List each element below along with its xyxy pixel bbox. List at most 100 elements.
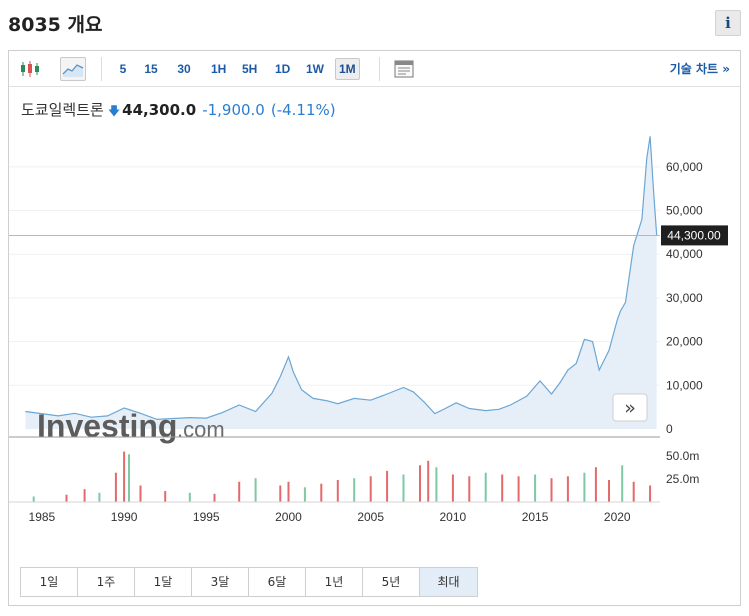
chart-grid — [9, 166, 660, 386]
volume-bar — [534, 474, 537, 502]
range-5y-button[interactable]: 5년 — [363, 568, 420, 596]
watermark-brand: Investing — [37, 408, 177, 444]
toolbar-divider — [379, 57, 380, 81]
price-change: -1,900.0 — [202, 101, 265, 119]
price-tick-label: 40,000 — [666, 247, 703, 261]
volume-axis: 50.0m 25.0m — [666, 449, 699, 486]
year-tick-label: 2005 — [357, 510, 384, 524]
area-chart-icon[interactable] — [60, 57, 86, 81]
volume-bar — [608, 480, 610, 502]
range-6m-button[interactable]: 6달 — [249, 568, 306, 596]
price-tick-label: 10,000 — [666, 378, 703, 392]
page-title: 8035 개요 — [8, 14, 103, 36]
down-arrow-icon: 🡇 — [107, 104, 121, 118]
range-selector: 1일 1주 1달 3달 6달 1년 5년 최대 — [20, 567, 478, 597]
volume-bar — [517, 476, 520, 502]
volume-bar — [254, 478, 257, 502]
interval-1d[interactable]: 1D — [275, 62, 291, 76]
interval-1h[interactable]: 1H — [211, 62, 227, 76]
price-axis: 60,000 50,000 40,000 30,000 20,000 10,000 0 — [666, 160, 703, 436]
volume-bar — [213, 493, 216, 503]
year-tick-label: 2000 — [275, 510, 302, 524]
volume-bar — [386, 470, 389, 502]
info-icon[interactable]: i — [715, 10, 741, 36]
volume-bar — [468, 476, 471, 502]
volume-bar — [353, 478, 356, 502]
year-tick-label: 2010 — [440, 510, 467, 524]
volume-bar — [303, 487, 306, 502]
volume-bar — [435, 467, 438, 502]
volume-bar — [369, 476, 372, 502]
volume-bar — [451, 474, 454, 502]
range-1y-button[interactable]: 1년 — [306, 568, 363, 596]
volume-tick-label: 25.0m — [666, 472, 699, 486]
current-price-text: 44,300.00 — [667, 228, 721, 242]
volume-bar — [32, 496, 35, 502]
volume-bar — [188, 492, 191, 502]
price-tick-label: 0 — [666, 422, 673, 436]
volume-bar — [649, 485, 652, 502]
interval-1m[interactable]: 1M — [335, 58, 360, 80]
range-3m-button[interactable]: 3달 — [192, 568, 249, 596]
volume-bar — [65, 494, 68, 502]
year-tick-label: 2015 — [522, 510, 549, 524]
chart-toolbar: 5 15 30 1H 5H 1D 1W 1M 기술 차트 » — [9, 51, 740, 87]
price-tick-label: 50,000 — [666, 204, 703, 218]
chart-settings-icon[interactable] — [391, 57, 417, 81]
price-tick-label: 30,000 — [666, 291, 703, 305]
volume-bar — [279, 485, 282, 502]
last-price: 44,300.0 — [122, 101, 197, 119]
volume-bar — [123, 451, 126, 502]
range-1m-button[interactable]: 1달 — [135, 568, 192, 596]
toolbar-divider — [101, 57, 102, 81]
watermark-suffix: .com — [177, 417, 225, 442]
year-tick-label: 1995 — [193, 510, 220, 524]
price-tick-label: 20,000 — [666, 335, 703, 349]
volume-bar — [427, 460, 430, 503]
year-tick-label: 1990 — [111, 510, 138, 524]
interval-5[interactable]: 5 — [119, 62, 127, 76]
volume-bar — [83, 489, 86, 502]
range-1d-button[interactable]: 1일 — [21, 568, 78, 596]
interval-1w[interactable]: 1W — [306, 62, 324, 76]
investing-watermark: Investing .com — [37, 408, 225, 444]
interval-30[interactable]: 30 — [177, 62, 191, 76]
volume-bar — [402, 474, 405, 502]
time-axis: 1985 1990 1995 2000 2005 2010 2015 2020 — [29, 510, 631, 524]
price-area-fill — [25, 136, 657, 430]
current-price-label: 44,300.00 — [661, 225, 728, 246]
volume-bar — [139, 485, 142, 502]
instrument-name: 도쿄일렉트론 — [21, 101, 104, 119]
volume-bar — [98, 492, 101, 502]
price-change-percent: (-4.11%) — [270, 101, 336, 119]
volume-bar — [484, 472, 487, 502]
volume-bar — [320, 483, 323, 502]
range-max-button[interactable]: 최대 — [420, 568, 477, 596]
range-1w-button[interactable]: 1주 — [78, 568, 135, 596]
chart-widget: 5 15 30 1H 5H 1D 1W 1M 기술 차트 » 도쿄일렉트론 🡇 44… — [8, 50, 741, 606]
volume-bar — [238, 481, 241, 502]
technical-chart-link[interactable]: 기술 차트 » — [669, 62, 730, 76]
quote-line: 도쿄일렉트론 🡇 44,300.0 -1,900.0 (-4.11%) — [21, 99, 336, 123]
volume-bar — [632, 481, 635, 502]
volume-bar — [128, 454, 130, 502]
price-line — [25, 136, 658, 421]
volume-bar — [336, 480, 339, 502]
price-chart[interactable]: Investing .com 60,000 50,000 40,000 30,000 2… — [9, 131, 740, 526]
volume-bar — [566, 476, 569, 502]
price-tick-label: 60,000 — [666, 160, 703, 174]
volume-bar — [550, 478, 553, 502]
volume-bar — [583, 472, 586, 502]
chevron-double-right-icon: » — [624, 397, 636, 419]
volume-bar — [621, 465, 624, 502]
interval-15[interactable]: 15 — [144, 62, 158, 76]
volume-bar — [287, 481, 290, 502]
candlestick-icon[interactable] — [17, 57, 43, 81]
volume-bar — [164, 491, 167, 502]
year-tick-label: 1985 — [29, 510, 56, 524]
scroll-right-button[interactable]: » — [612, 393, 648, 422]
year-tick-label: 2020 — [604, 510, 631, 524]
interval-5h[interactable]: 5H — [242, 62, 258, 76]
volume-bar — [114, 472, 117, 502]
page-header: 8035 개요 i — [8, 6, 741, 40]
